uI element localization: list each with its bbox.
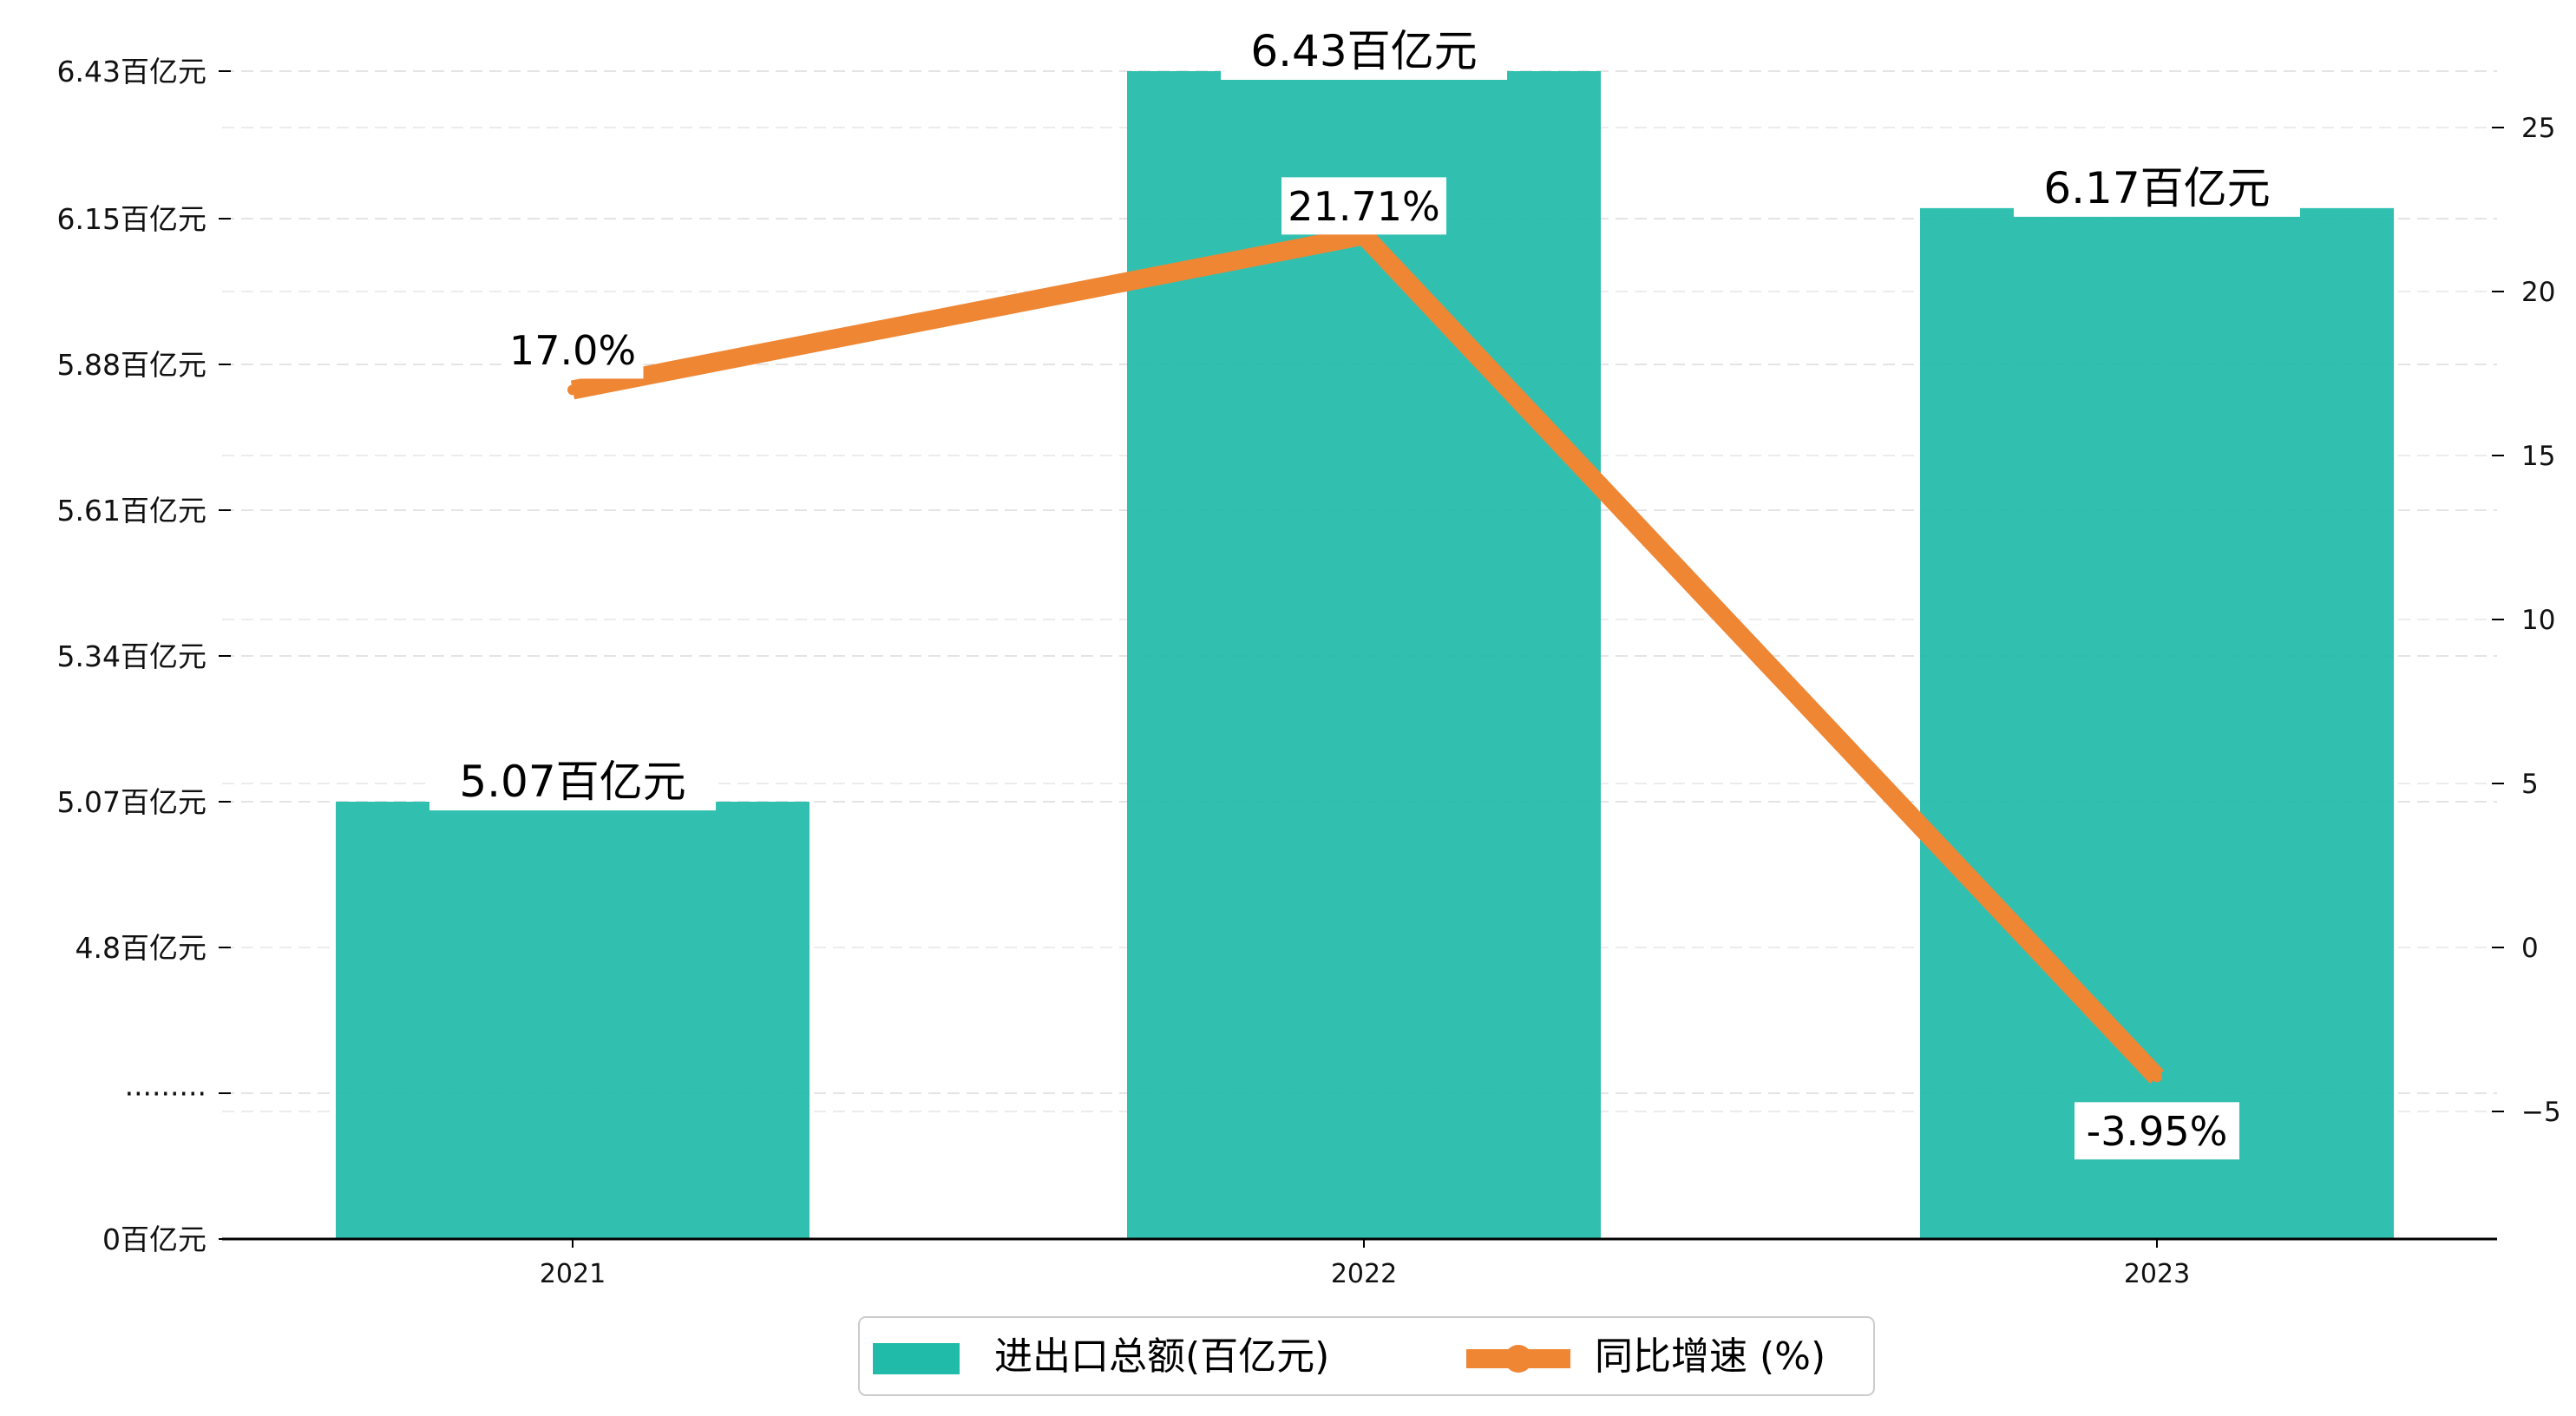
growth-value-label-2022: 21.71% [1288, 183, 1439, 230]
bar-2023 [1920, 207, 2394, 1239]
bar-2021 [336, 802, 810, 1239]
legend-line-label: 同比增速 (%) [1595, 1334, 1825, 1379]
legend-line-marker [1504, 1345, 1532, 1373]
right-tick-label: 20 [2521, 277, 2555, 308]
x-tick-label-2022: 2022 [1331, 1259, 1397, 1289]
left-tick-label: 6.43百亿元 [57, 55, 206, 88]
left-tick-label: ········· [125, 1077, 206, 1111]
growth-value-label-2023: -3.95% [2087, 1108, 2228, 1155]
left-tick-label: 5.07百亿元 [57, 785, 206, 819]
bar-value-label-2022-box [1221, 21, 1507, 80]
right-tick-label: −5 [2521, 1097, 2561, 1128]
left-tick-label: 5.88百亿元 [57, 348, 206, 382]
data-labels: 5.07百亿元 6.43百亿元 6.17百亿元 17.0% 21.71% -3.95% [429, 21, 2300, 1160]
growth-point-2021 [567, 384, 578, 396]
left-tick-label: 5.61百亿元 [57, 494, 206, 528]
x-tick-label-2023: 2023 [2124, 1259, 2190, 1289]
right-tick-label: 10 [2521, 605, 2555, 636]
bar-value-label-2021-box [429, 751, 716, 810]
right-tick-label: 15 [2521, 441, 2555, 472]
legend-bar-swatch [873, 1343, 960, 1374]
left-tick-label: 5.34百亿元 [57, 639, 206, 673]
legend-box [858, 1316, 1875, 1396]
growth-line-series [567, 226, 2165, 1084]
bar-value-label-2022: 6.43百亿元 [1250, 26, 1477, 76]
axes: 2021 2022 2023 0百亿元 ········· 4.8百亿元 5.07百亿元 5.… [57, 55, 2561, 1289]
growth-value-label-2023-box [2075, 1102, 2239, 1160]
x-tick-label-2021: 2021 [540, 1259, 606, 1289]
growth-value-label-2021: 17.0% [509, 327, 636, 374]
left-tick-label: 6.15百亿元 [57, 202, 206, 236]
growth-value-label-2021-box [501, 321, 644, 379]
growth-point-2023 [2152, 1072, 2162, 1083]
right-tick-label: 5 [2521, 769, 2539, 800]
right-tick-label: 0 [2521, 933, 2539, 964]
left-tick-label: 4.8百亿元 [75, 931, 206, 965]
right-tick-label: 25 [2521, 113, 2555, 144]
bar-value-label-2023-box [2014, 157, 2300, 217]
bar-value-label-2023: 6.17百亿元 [2043, 163, 2270, 213]
growth-value-label-2022-box [1281, 177, 1446, 235]
bar-value-label-2021: 5.07百亿元 [459, 757, 685, 807]
legend-bar-label: 进出口总额(百亿元) [994, 1334, 1329, 1379]
left-tick-label: 0百亿元 [102, 1223, 206, 1256]
legend: 进出口总额(百亿元) 同比增速 (%) [858, 1316, 1875, 1396]
